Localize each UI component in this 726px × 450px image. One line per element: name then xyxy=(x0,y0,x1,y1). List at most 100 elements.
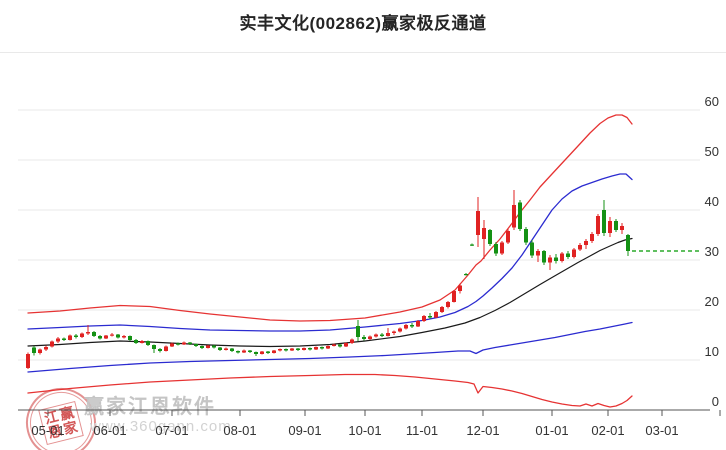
candle-body xyxy=(266,351,270,353)
candle-body xyxy=(272,350,276,353)
candle-body xyxy=(584,241,588,245)
candle-body xyxy=(380,334,384,336)
candle-body xyxy=(302,348,306,350)
x-axis-label-06-01: 06-01 xyxy=(93,423,126,438)
candle-body xyxy=(326,346,330,349)
candle-body xyxy=(536,251,540,256)
candle-body xyxy=(374,334,378,337)
x-axis-label-09-01: 09-01 xyxy=(288,423,321,438)
watermark-url: www.360gann.com xyxy=(90,418,232,435)
candle-body xyxy=(620,226,624,230)
candle-body xyxy=(140,341,144,343)
chart-title: 实丰文化(002862)赢家极反通道 xyxy=(239,14,487,33)
candle-body xyxy=(218,347,222,350)
candle-body xyxy=(404,325,408,329)
candle-body xyxy=(170,343,174,347)
band-mid-black xyxy=(27,237,633,348)
candle-body xyxy=(434,312,438,318)
candle-body xyxy=(440,307,444,312)
y-axis-label-10: 10 xyxy=(705,344,719,359)
candle-body xyxy=(392,331,396,333)
candle-body xyxy=(50,341,54,347)
band-lower-red xyxy=(27,373,633,408)
x-axis-label-07-01: 07-01 xyxy=(155,423,188,438)
candle-body xyxy=(182,342,186,345)
candle-body xyxy=(464,274,468,276)
watermark-brand: 赢家江恩软件 xyxy=(84,396,216,418)
candle-body xyxy=(164,346,168,351)
x-axis-label-02-01: 02-01 xyxy=(591,423,624,438)
candle-body xyxy=(572,249,576,257)
x-axis-label-10-01: 10-01 xyxy=(348,423,381,438)
candle-body xyxy=(308,348,312,350)
candle-body xyxy=(242,350,246,353)
candle-body xyxy=(26,354,30,368)
candle-body xyxy=(86,332,90,334)
candle-body xyxy=(206,345,210,348)
y-axis-label-30: 30 xyxy=(705,244,719,259)
candle-body xyxy=(410,325,414,327)
candle-body xyxy=(566,253,570,257)
candle-body xyxy=(608,221,612,233)
x-axis-label-12-01: 12-01 xyxy=(466,423,499,438)
gridlines xyxy=(18,109,700,361)
candle-body xyxy=(350,339,354,343)
x-axis-label-11-01: 11-01 xyxy=(406,423,438,438)
candle-body xyxy=(98,336,102,339)
y-axis-label-50: 50 xyxy=(705,144,719,159)
candle-body xyxy=(548,257,552,263)
candle-body xyxy=(602,210,606,233)
y-axis-label-20: 20 xyxy=(705,294,719,309)
candles xyxy=(26,190,630,369)
candle-body xyxy=(338,344,342,347)
band-upper-blue xyxy=(27,173,633,332)
candle-body xyxy=(248,350,252,352)
candle-body xyxy=(152,345,156,349)
candle-body xyxy=(68,335,72,340)
candle-body xyxy=(194,344,198,346)
candle-body xyxy=(32,347,36,353)
candle-body xyxy=(614,221,618,230)
candle-body xyxy=(398,328,402,332)
candle-body xyxy=(74,335,78,337)
candle-body xyxy=(554,257,558,261)
candle-body xyxy=(428,316,432,318)
candle-body xyxy=(446,302,450,307)
candle-body xyxy=(284,349,288,351)
y-axis-label-0: 0 xyxy=(712,394,719,409)
candle-body xyxy=(122,336,126,338)
x-axis-label-01-01: 01-01 xyxy=(535,423,568,438)
candle-body xyxy=(344,343,348,347)
title-divider xyxy=(0,52,726,53)
candle-body xyxy=(578,245,582,250)
candle-body xyxy=(56,338,60,342)
candle-body xyxy=(512,205,516,228)
candle-body xyxy=(560,253,564,261)
channel-bands xyxy=(27,114,633,408)
y-axis-labels: 0 10 20 30 40 50 60 xyxy=(705,94,719,409)
candle-body xyxy=(212,345,216,348)
candle-body xyxy=(362,337,366,339)
x-axis-label-03-01: 03-01 xyxy=(645,423,678,438)
candle-body xyxy=(626,235,630,251)
candle-body xyxy=(224,348,228,350)
candle-body xyxy=(104,335,108,339)
candle-body xyxy=(332,344,336,346)
candle-body xyxy=(386,333,390,336)
candle-body xyxy=(128,336,132,340)
candle-body xyxy=(476,211,480,235)
candle-body xyxy=(368,336,372,339)
candle-body xyxy=(452,291,456,302)
candle-body xyxy=(80,333,84,337)
candle-body xyxy=(416,321,420,327)
x-axis-label-05-01: 05-01 xyxy=(31,423,64,438)
candle-body xyxy=(530,242,534,256)
candle-body xyxy=(524,229,528,243)
candle-body xyxy=(314,347,318,350)
candle-body xyxy=(176,343,180,345)
candle-body xyxy=(278,349,282,351)
candle-body xyxy=(542,251,546,263)
candle-body xyxy=(254,352,258,354)
